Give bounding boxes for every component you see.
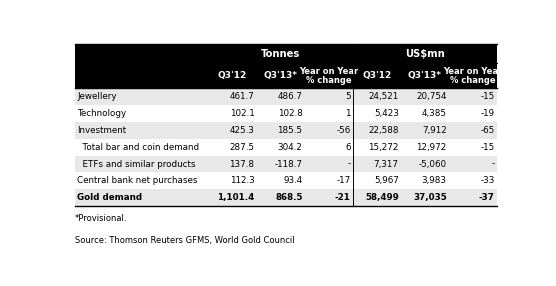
Text: 24,521: 24,521 [369, 92, 399, 101]
Bar [75, 172, 497, 189]
Text: Jewellery: Jewellery [77, 92, 117, 101]
Text: 7,912: 7,912 [422, 126, 446, 135]
Bar [75, 88, 497, 105]
Text: -: - [492, 160, 495, 168]
Text: 7,317: 7,317 [374, 160, 399, 168]
Text: Central bank net purchases: Central bank net purchases [77, 176, 198, 185]
Text: -56: -56 [336, 126, 351, 135]
Bar [75, 156, 497, 172]
Text: -37: -37 [479, 193, 495, 202]
Text: 137.8: 137.8 [230, 160, 255, 168]
Text: Total bar and coin demand: Total bar and coin demand [77, 143, 200, 152]
Text: -118.7: -118.7 [275, 160, 302, 168]
Text: -: - [348, 160, 351, 168]
Text: 304.2: 304.2 [277, 143, 302, 152]
Text: 5,967: 5,967 [374, 176, 399, 185]
Text: 868.5: 868.5 [275, 193, 302, 202]
Text: 425.3: 425.3 [230, 126, 255, 135]
Text: 93.4: 93.4 [283, 176, 302, 185]
Text: 1,101.4: 1,101.4 [217, 193, 255, 202]
Text: Q3'12: Q3'12 [218, 71, 247, 80]
Text: Source: Thomson Reuters GFMS, World Gold Council: Source: Thomson Reuters GFMS, World Gold… [75, 236, 294, 245]
Bar [75, 189, 497, 206]
Text: -19: -19 [481, 109, 495, 118]
Text: 102.8: 102.8 [277, 109, 302, 118]
Text: *Provisional.: *Provisional. [75, 214, 127, 223]
Text: 112.3: 112.3 [230, 176, 255, 185]
Text: -5,060: -5,060 [419, 160, 446, 168]
Text: 58,499: 58,499 [365, 193, 399, 202]
Bar [75, 63, 497, 88]
Text: -17: -17 [336, 176, 351, 185]
Text: 4,385: 4,385 [421, 109, 446, 118]
Text: 3,983: 3,983 [421, 176, 446, 185]
Bar [75, 139, 497, 156]
Text: Year on Year: Year on Year [299, 67, 358, 76]
Text: Q3'13*: Q3'13* [408, 71, 442, 80]
Text: Q3'13*: Q3'13* [264, 71, 297, 80]
Text: 12,972: 12,972 [416, 143, 446, 152]
Text: 15,272: 15,272 [368, 143, 399, 152]
Bar [75, 122, 497, 139]
Text: -21: -21 [335, 193, 351, 202]
Text: 5,423: 5,423 [374, 109, 399, 118]
Text: -65: -65 [480, 126, 495, 135]
Text: 486.7: 486.7 [277, 92, 302, 101]
Text: % change: % change [450, 76, 496, 85]
Text: 20,754: 20,754 [416, 92, 446, 101]
Text: Tonnes: Tonnes [261, 49, 300, 59]
Text: Q3'12: Q3'12 [362, 71, 391, 80]
Text: 102.1: 102.1 [230, 109, 255, 118]
Text: Gold demand: Gold demand [77, 193, 142, 202]
Text: US$mn: US$mn [405, 49, 445, 59]
Text: Investment: Investment [77, 126, 126, 135]
Text: Technology: Technology [77, 109, 126, 118]
Text: -33: -33 [480, 176, 495, 185]
Text: 5: 5 [345, 92, 351, 101]
Bar [75, 44, 497, 63]
Bar [75, 105, 497, 122]
Text: % change: % change [306, 76, 351, 85]
Text: 37,035: 37,035 [413, 193, 446, 202]
Text: -15: -15 [480, 92, 495, 101]
Text: Year on Year: Year on Year [443, 67, 503, 76]
Text: 22,588: 22,588 [368, 126, 399, 135]
Text: 1: 1 [345, 109, 351, 118]
Text: ETFs and similar products: ETFs and similar products [77, 160, 196, 168]
Text: 287.5: 287.5 [230, 143, 255, 152]
Text: 461.7: 461.7 [230, 92, 255, 101]
Text: 6: 6 [345, 143, 351, 152]
Text: 185.5: 185.5 [277, 126, 302, 135]
Text: -15: -15 [480, 143, 495, 152]
